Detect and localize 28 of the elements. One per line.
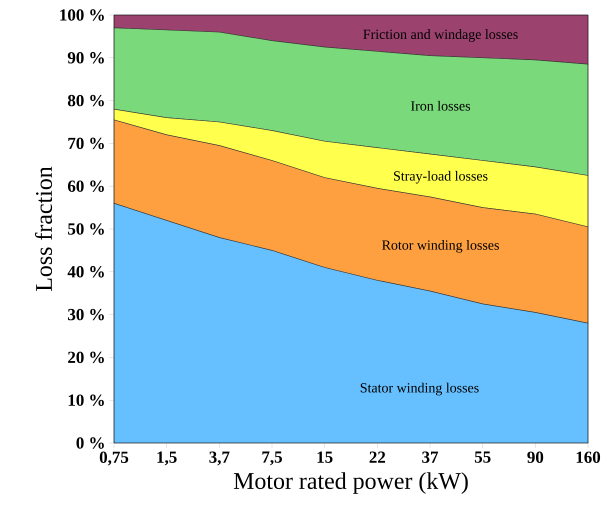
series-label: Friction and windage losses <box>363 29 518 42</box>
x-tick-label: 1,5 <box>157 452 177 466</box>
y-axis-title: Loss fraction <box>35 166 52 292</box>
series-label: Rotor winding losses <box>382 240 499 253</box>
x-tick-label: 160 <box>576 452 600 463</box>
series-label: Iron losses <box>411 100 470 111</box>
x-tick-label: 90 <box>527 452 544 463</box>
y-tick-label: 80 % <box>68 94 104 106</box>
x-tick-label: 55 <box>474 452 491 463</box>
y-tick-label: 30 % <box>68 308 104 320</box>
x-tick-label: 22 <box>370 452 386 463</box>
x-axis-title: Motor rated power (kW) <box>234 472 468 494</box>
y-tick-label: 10 % <box>68 394 104 406</box>
y-tick-label: 0 % <box>76 437 104 449</box>
x-tick-label: 37 <box>422 452 438 463</box>
x-tick-label: 3,7 <box>209 452 230 466</box>
y-tick-label: 40 % <box>68 266 104 278</box>
y-tick-label: 90 % <box>68 52 104 64</box>
x-tick-label: 7,5 <box>262 452 282 466</box>
series-label: Stray-load losses <box>394 170 488 184</box>
y-tick-label: 100 % <box>60 9 104 21</box>
y-tick-label: 60 % <box>68 180 104 192</box>
x-tick-label: 0,75 <box>100 452 128 466</box>
y-tick-label: 70 % <box>68 138 104 150</box>
y-tick-label: 20 % <box>68 352 104 364</box>
series-label: Stator winding losses <box>360 382 479 396</box>
x-tick-label: 15 <box>318 452 333 463</box>
y-tick-label: 50 % <box>68 223 104 235</box>
